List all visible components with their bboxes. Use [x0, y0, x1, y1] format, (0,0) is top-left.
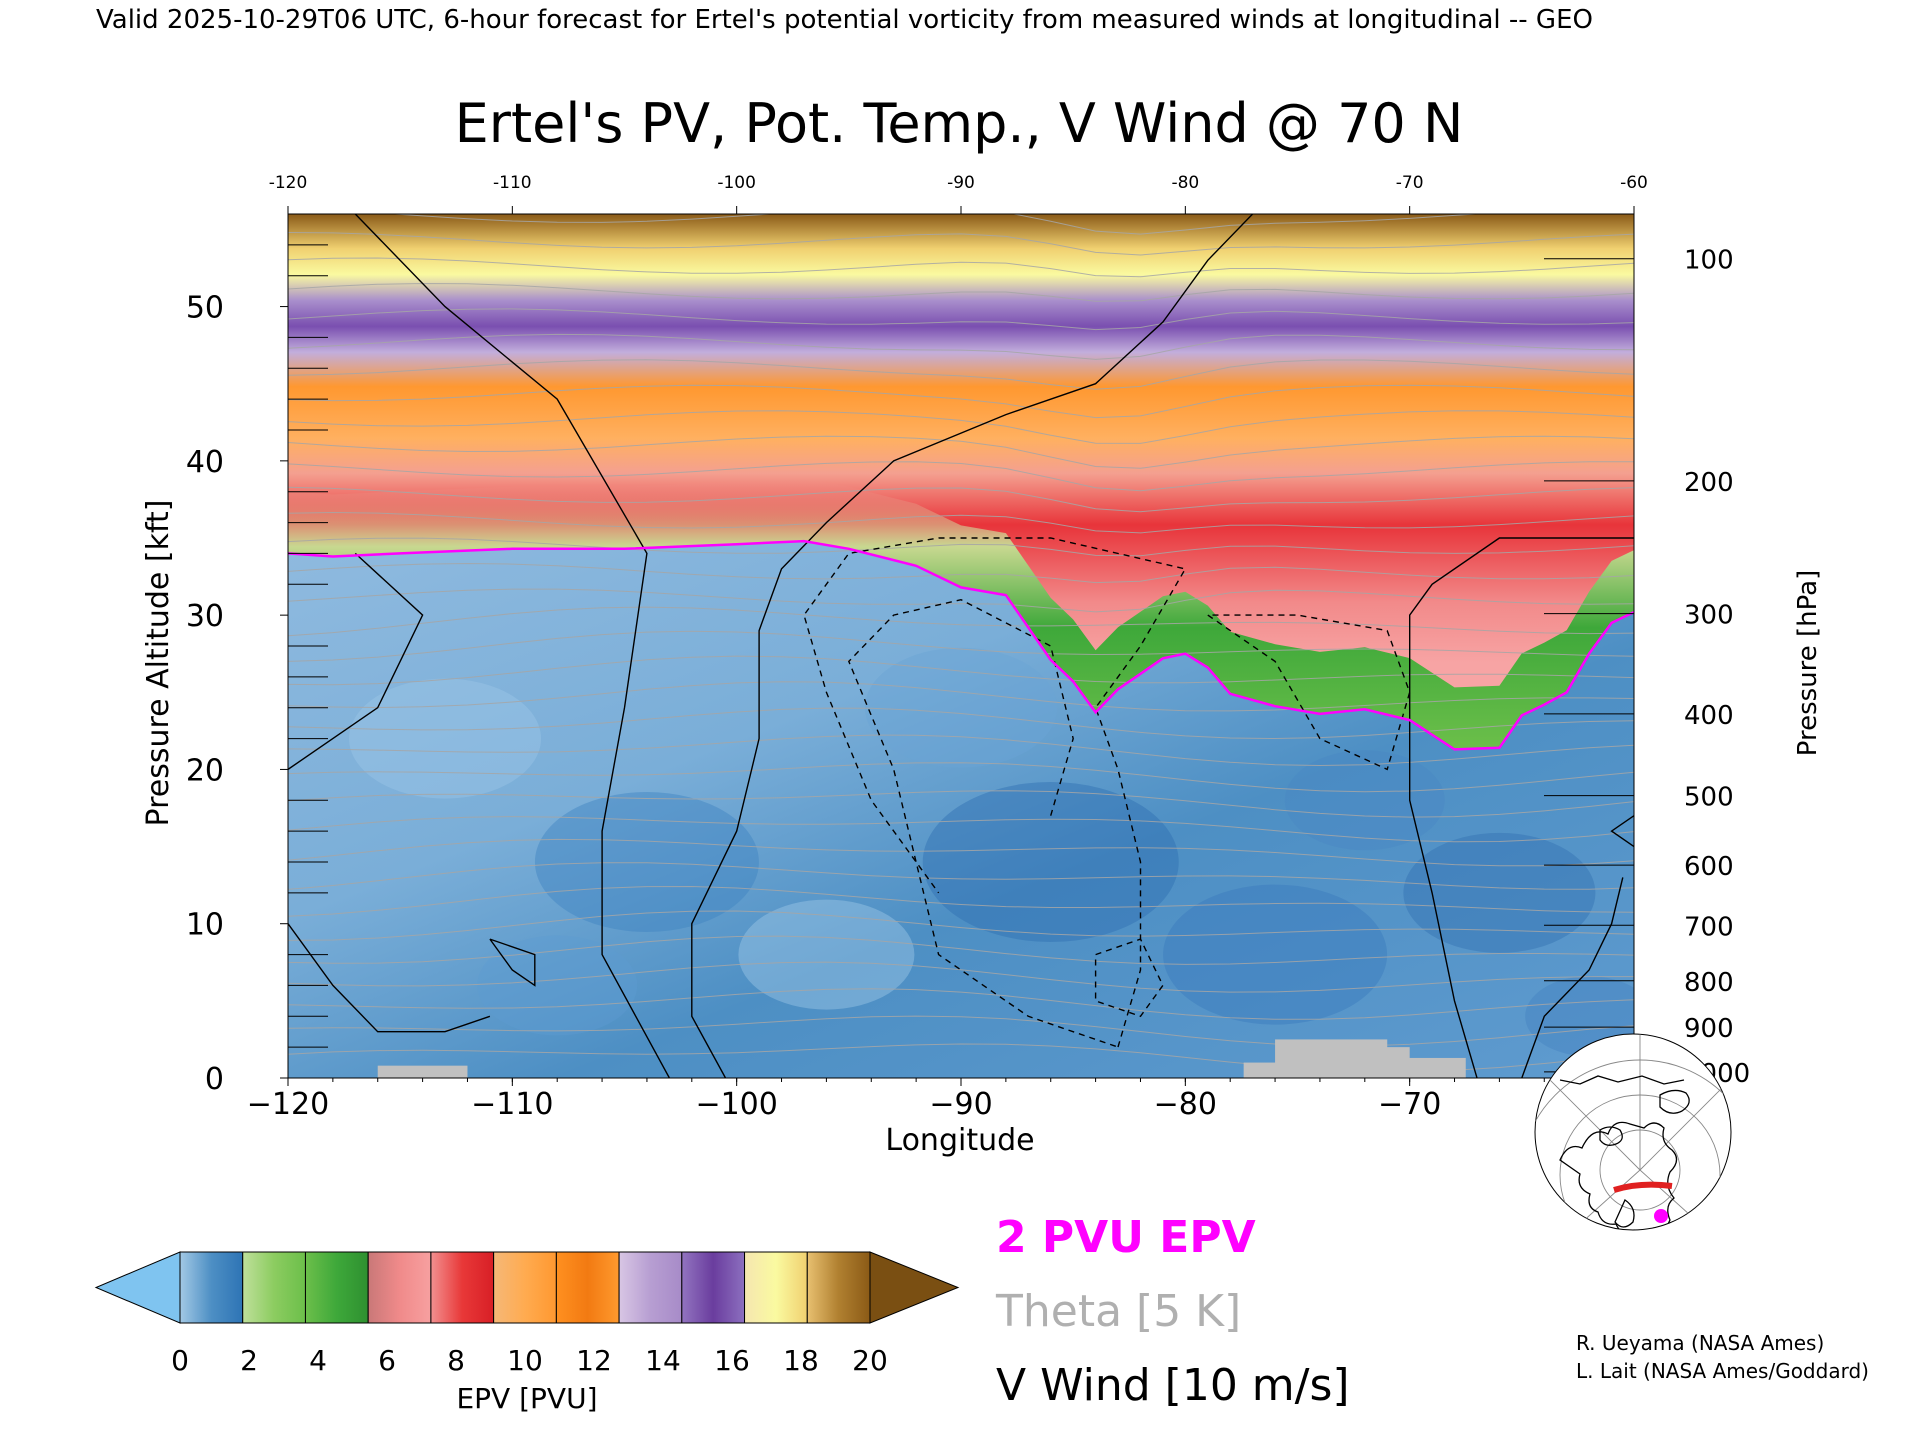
- colorbar-band: [179, 1251, 244, 1324]
- colorbar-band: [367, 1251, 432, 1324]
- chart-title: Ertel's PV, Pot. Temp., V Wind @ 70 N: [455, 92, 1464, 155]
- pressure-tick-label: 600: [1684, 852, 1734, 882]
- top-tick-label: -100: [717, 173, 756, 193]
- legend-v-wind: V Wind [10 m/s]: [996, 1360, 1350, 1411]
- epv-colorbar: 0 2 4 6 8 10 12 14 16 18 20: [94, 1251, 960, 1377]
- y-tick-label: 50: [186, 291, 224, 326]
- legend: 2 PVU EPV Theta [5 K] V Wind [10 m/s]: [995, 1212, 1350, 1411]
- credit-line-1: R. Ueyama (NASA Ames): [1576, 1331, 1824, 1355]
- inset-locator-map: [1534, 1033, 1732, 1231]
- top-tick-label: -70: [1396, 173, 1424, 193]
- colorbar-band: [304, 1251, 369, 1324]
- x-tick-label: −90: [929, 1087, 992, 1122]
- colorbar-label: EPV [PVU]: [456, 1382, 597, 1415]
- top-tick-label: -120: [269, 173, 308, 193]
- y-tick-label: 0: [205, 1062, 224, 1097]
- x-tick-label: −120: [247, 1087, 329, 1122]
- colorbar-tick-label: 4: [309, 1344, 327, 1377]
- x-tick-label: −100: [695, 1087, 777, 1122]
- colorbar-band: [618, 1251, 683, 1324]
- x-tick-label: −110: [471, 1087, 553, 1122]
- map-graticule: [1535, 1034, 1731, 1230]
- epv-field: [288, 214, 1634, 1078]
- colorbar-tick-label: 8: [447, 1344, 465, 1377]
- colorbar-tick-label: 14: [645, 1344, 681, 1377]
- y-axis-label-right: Pressure [hPa]: [1793, 570, 1823, 757]
- x-axis-label: Longitude: [885, 1123, 1034, 1158]
- v-wind-contours: [288, 214, 1634, 1078]
- epv-texture: [349, 647, 1634, 1057]
- inset-location-marker: [1654, 1209, 1668, 1223]
- y-axis-label-left: Pressure Altitude [kft]: [141, 500, 176, 827]
- pv2-tropopause-line: [288, 539, 1634, 751]
- inset-section-line: [1613, 1181, 1673, 1193]
- colorbar-under-arrow: [94, 1251, 181, 1324]
- top-tick-label: -90: [947, 173, 975, 193]
- top-tick-label: -60: [1620, 173, 1648, 193]
- colorbar-tick-label: 6: [378, 1344, 396, 1377]
- tropopause-green-band: [288, 479, 1634, 750]
- theta-contours: [288, 214, 1634, 1073]
- colorbar-band: [430, 1251, 495, 1324]
- colorbar-tick-label: 10: [507, 1344, 543, 1377]
- y-tick-label: 30: [186, 599, 224, 634]
- colorbar-band: [744, 1251, 808, 1324]
- plot-area: −120 -120 −110 -110 −100 -100 −90 -90 −80 -80 −70 -…: [186, 173, 1750, 1122]
- colorbar-band: [681, 1251, 746, 1324]
- legend-2pvu: 2 PVU EPV: [996, 1212, 1256, 1263]
- legend-theta: Theta [5 K]: [995, 1286, 1241, 1337]
- colorbar-band: [242, 1251, 306, 1324]
- pressure-tick-label: 900: [1684, 1014, 1734, 1044]
- colorbar-band: [493, 1251, 557, 1324]
- pressure-tick-label: 500: [1684, 783, 1734, 813]
- valid-time-header: Valid 2025-10-29T06 UTC, 6-hour forecast…: [96, 5, 1593, 35]
- colorbar-tick-label: 0: [171, 1344, 189, 1377]
- x-tick-label: −80: [1154, 1087, 1217, 1122]
- top-tick-label: -110: [493, 173, 532, 193]
- terrain-mask: [377, 1039, 1466, 1078]
- colorbar-tick-label: 18: [783, 1344, 819, 1377]
- y-tick-label: 10: [186, 908, 224, 943]
- colorbar-band: [806, 1251, 871, 1324]
- pressure-tick-label: 100: [1684, 246, 1734, 276]
- pressure-tick-label: 700: [1684, 912, 1734, 942]
- x-tick-label: −70: [1378, 1087, 1441, 1122]
- pressure-tick-label: 400: [1684, 701, 1734, 731]
- colorbar-over-arrow: [869, 1251, 960, 1324]
- credit-line-2: L. Lait (NASA Ames/Goddard): [1576, 1359, 1869, 1383]
- colorbar-tick-label: 2: [240, 1344, 258, 1377]
- colorbar-tick-label: 16: [714, 1344, 750, 1377]
- colorbar-band: [555, 1251, 620, 1324]
- y-tick-label: 40: [186, 445, 224, 480]
- pressure-tick-label: 300: [1684, 601, 1734, 631]
- colorbar-tick-label: 12: [576, 1344, 612, 1377]
- pressure-tick-label: 200: [1684, 468, 1734, 498]
- colorbar-tick-label: 20: [852, 1344, 888, 1377]
- pressure-tick-label: 800: [1684, 968, 1734, 998]
- top-tick-label: -80: [1171, 173, 1199, 193]
- y-tick-label: 20: [186, 753, 224, 788]
